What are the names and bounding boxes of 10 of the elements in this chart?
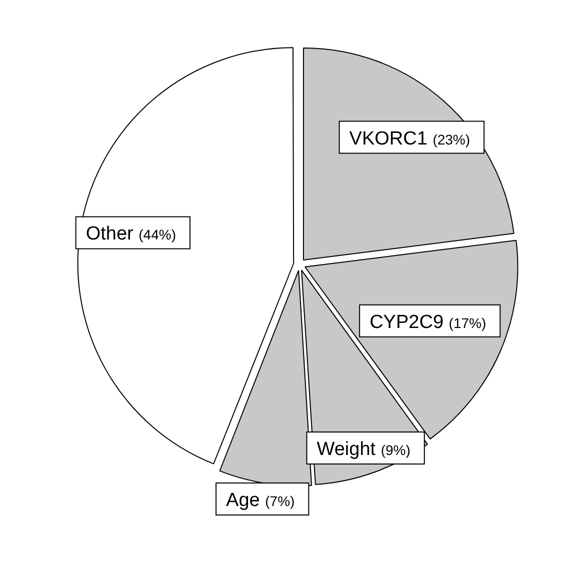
slice-label: Other xyxy=(86,224,139,245)
slice-label: VKORC1 xyxy=(349,128,433,150)
data-label: (44%) xyxy=(138,226,176,243)
data-label: (17%) xyxy=(448,314,486,331)
data-label: (7%) xyxy=(265,493,295,510)
data-label: (23%) xyxy=(432,131,470,148)
slice-label: Age xyxy=(226,490,266,512)
data-label: (9%) xyxy=(380,442,410,458)
slice-label: CYP2C9 xyxy=(370,312,449,333)
slice-label: Weight xyxy=(316,439,381,460)
